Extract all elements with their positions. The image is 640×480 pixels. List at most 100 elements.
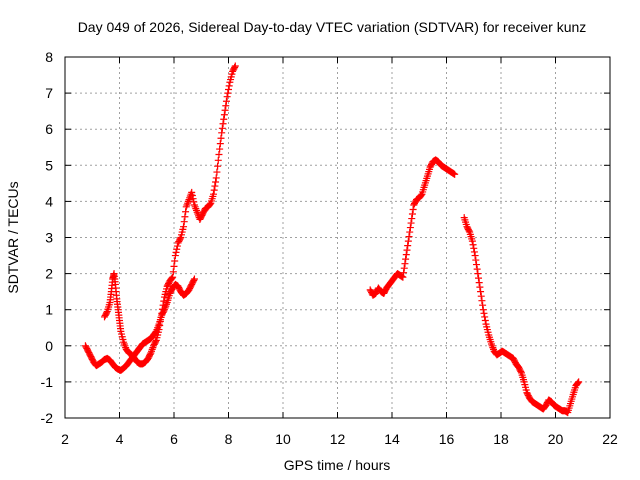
data-point xyxy=(406,224,414,232)
data-point xyxy=(404,242,412,250)
y-tick-label: 7 xyxy=(45,85,53,101)
data-point xyxy=(471,252,479,260)
data-point xyxy=(210,190,218,198)
data-point xyxy=(171,252,179,260)
x-tick-label: 10 xyxy=(275,431,291,447)
data-point xyxy=(170,262,178,270)
data-point xyxy=(172,248,180,256)
data-point xyxy=(218,129,226,137)
data-point xyxy=(475,279,483,287)
data-point xyxy=(158,309,166,317)
data-point xyxy=(189,195,197,203)
data-point xyxy=(402,255,410,263)
data-point xyxy=(188,188,196,196)
data-point xyxy=(206,200,214,208)
data-point xyxy=(465,227,473,235)
data-point xyxy=(225,82,233,90)
data-point xyxy=(156,321,164,329)
data-point xyxy=(190,275,198,283)
data-point xyxy=(481,313,489,321)
data-point xyxy=(221,106,229,114)
chart-title: Day 049 of 2026, Sidereal Day-to-day VTE… xyxy=(78,19,587,35)
y-tick-label: 0 xyxy=(45,338,53,354)
y-axis-title: SDTVAR / TECUs xyxy=(5,181,21,293)
data-point xyxy=(159,301,167,309)
x-tick-labels: 2 4 6 8 10 12 14 16 18 20 22 xyxy=(61,431,618,447)
x-tick-label: 14 xyxy=(384,431,400,447)
data-point xyxy=(171,257,179,265)
data-point xyxy=(472,261,480,269)
data-point xyxy=(180,223,188,231)
data-point xyxy=(190,276,198,284)
data-point xyxy=(468,237,476,245)
data-point xyxy=(408,210,416,218)
x-tick-label: 16 xyxy=(439,431,455,447)
data-point xyxy=(210,186,218,194)
data-point xyxy=(517,368,525,376)
data-point xyxy=(575,378,583,386)
data-point xyxy=(160,297,168,305)
data-point xyxy=(190,198,198,206)
data-point xyxy=(222,102,230,110)
data-point xyxy=(169,273,177,281)
series-segment-3 xyxy=(460,214,583,417)
data-point xyxy=(146,350,154,358)
data-point xyxy=(188,192,196,200)
y-tick-label: 1 xyxy=(45,302,53,318)
data-point xyxy=(399,273,407,281)
plot-frame xyxy=(64,56,611,419)
data-point xyxy=(409,206,417,214)
data-point xyxy=(401,260,409,268)
data-point xyxy=(473,265,481,273)
data-point xyxy=(406,228,414,236)
data-point xyxy=(400,269,408,277)
data-point xyxy=(451,170,459,178)
data-point xyxy=(474,270,482,278)
data-point xyxy=(479,301,487,309)
data-point xyxy=(480,309,488,317)
x-tick-label: 8 xyxy=(225,431,233,447)
data-point xyxy=(214,156,222,164)
series-segment-2 xyxy=(366,156,459,299)
data-point xyxy=(223,93,231,101)
data-point xyxy=(231,62,239,70)
y-tick-label: 2 xyxy=(45,266,53,282)
x-tick-label: 4 xyxy=(116,431,124,447)
y-tick-label: 3 xyxy=(45,230,53,246)
data-point xyxy=(224,89,232,97)
data-point xyxy=(470,248,478,256)
data-point xyxy=(475,274,483,282)
data-point xyxy=(417,191,425,199)
data-point xyxy=(212,174,220,182)
data-point xyxy=(408,215,416,223)
data-point xyxy=(176,235,184,243)
y-tick-label: 8 xyxy=(45,49,53,65)
data-point xyxy=(181,213,189,221)
data-point xyxy=(225,85,232,93)
data-point xyxy=(469,241,477,249)
x-tick-label: 12 xyxy=(330,431,346,447)
data-point xyxy=(173,242,181,250)
y-tick-label: 4 xyxy=(45,193,53,209)
x-tick-label: 22 xyxy=(602,431,618,447)
data-point xyxy=(481,317,489,325)
data-point xyxy=(477,288,485,296)
data-point xyxy=(157,313,165,321)
data-point xyxy=(470,244,478,252)
data-point xyxy=(168,274,176,282)
data-point xyxy=(220,115,228,123)
data-point xyxy=(215,150,223,158)
data-point xyxy=(231,63,239,71)
data-point xyxy=(478,297,486,305)
data-point xyxy=(217,134,225,142)
data-series xyxy=(81,62,583,417)
data-point xyxy=(574,379,582,387)
data-point xyxy=(103,309,111,317)
x-tick-label: 2 xyxy=(61,431,69,447)
data-point xyxy=(472,256,480,264)
data-point xyxy=(218,124,226,132)
data-point xyxy=(216,145,224,153)
data-point xyxy=(182,208,190,216)
